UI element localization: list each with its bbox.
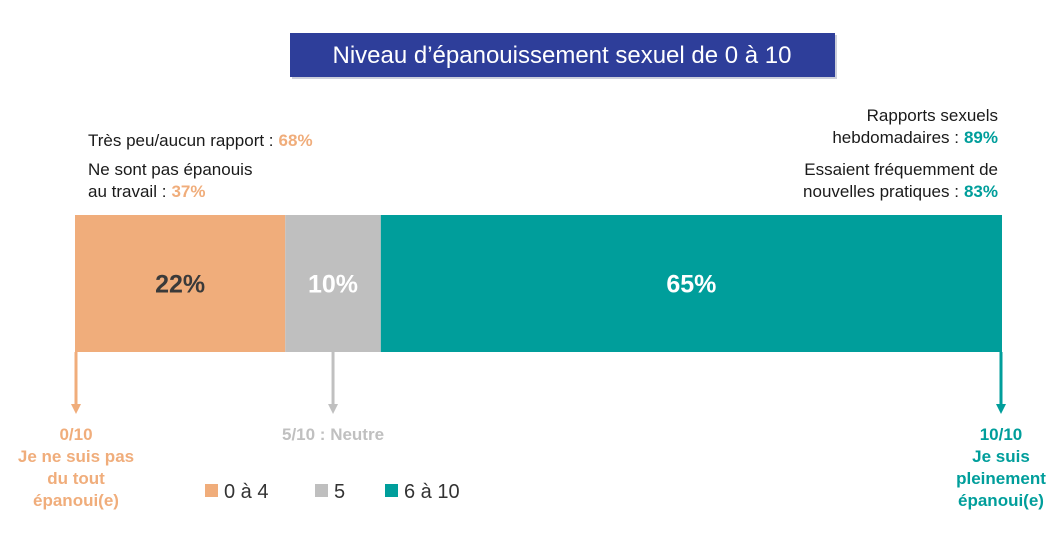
annotation-line: Rapports sexuels	[867, 106, 998, 125]
annotation: Très peu/aucun rapport : 68%	[88, 131, 313, 150]
legend-swatch	[205, 484, 218, 497]
scale-marker-line: épanoui(e)	[33, 491, 119, 510]
marker-arrowhead	[996, 404, 1006, 414]
value-label: 10%	[308, 271, 358, 299]
annotation-line: au travail :	[88, 182, 166, 201]
scale-marker-line: Je ne suis pas	[18, 447, 134, 466]
scale-marker-line: 0/10	[59, 425, 92, 444]
legend-swatch	[315, 484, 328, 497]
scale-marker: 5/10 : Neutre	[282, 425, 384, 444]
value-label: 65%	[666, 271, 716, 299]
annotation-highlight: 83%	[964, 182, 998, 201]
annotation: Ne sont pas épanouis au travail : 37%	[88, 160, 252, 201]
annotation: Rapports sexuels hebdomadaires : 89%	[832, 106, 998, 147]
bar-segment	[285, 215, 381, 352]
annotation-highlight: 68%	[279, 131, 313, 150]
annotation-line: nouvelles pratiques :	[803, 182, 959, 201]
scale-marker-line: 5/10 : Neutre	[282, 425, 384, 444]
title-box	[290, 33, 835, 77]
bar-segment	[380, 215, 1002, 352]
legend-label: 5	[334, 481, 345, 503]
annotation: Essaient fréquemment de nouvelles pratiqu…	[803, 160, 998, 201]
annotation-line: Ne sont pas épanouis	[88, 160, 252, 179]
value-label: 22%	[155, 271, 205, 299]
scale-marker-line: épanoui(e)	[958, 491, 1044, 510]
scale-marker-line: 10/10	[980, 425, 1023, 444]
legend-label: 0 à 4	[224, 481, 268, 503]
marker-arrowhead	[71, 404, 81, 414]
scale-marker-line: Je suis	[972, 447, 1030, 466]
annotation-line: Très peu/aucun rapport :	[88, 131, 274, 150]
scale-marker: 10/10 Je suis pleinement épanoui(e)	[956, 425, 1046, 510]
marker-arrowhead	[328, 404, 339, 414]
chart-title: Niveau d’épanouissement sexuel de 0 à 10	[333, 42, 792, 69]
annotation-line: hebdomadaires :	[832, 128, 959, 147]
legend-label: 6 à 10	[404, 481, 460, 503]
annotation-line: Essaient fréquemment de	[804, 160, 998, 179]
annotation-highlight: 37%	[171, 182, 205, 201]
scale-marker: 0/10 Je ne suis pas du tout épanoui(e)	[18, 425, 134, 510]
scale-marker-line: du tout	[47, 469, 105, 488]
scale-marker-line: pleinement	[956, 469, 1046, 488]
annotation-highlight: 89%	[964, 128, 998, 147]
legend-swatch	[385, 484, 398, 497]
bar-segment	[75, 215, 286, 352]
